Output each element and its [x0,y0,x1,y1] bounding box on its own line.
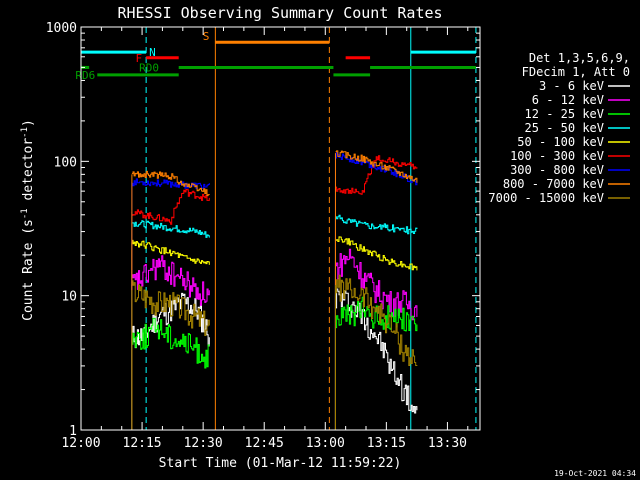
series-100-300keV [131,155,418,430]
legend-label: 6 - 12 keV [532,93,604,107]
y-axis-label: Count Rate (s-1 detector-1) [20,119,36,321]
x-tick-label: 12:45 [245,436,284,451]
legend-label: 25 - 50 keV [525,121,604,135]
timestamp: 19-Oct-2021 04:34 [554,469,636,478]
y-tick-label: 10 [61,290,77,305]
x-tick-label: 12:00 [61,436,100,451]
legend-header-1: Det 1,3,5,6,9, [529,51,630,65]
series-line-seg2 [335,236,418,271]
series-line-seg1 [131,220,210,238]
series-layer [131,150,418,430]
x-axis-label: Start Time (01-Mar-12 11:59:22) [159,456,402,471]
legend: Det 1,3,5,6,9, FDecim 1, Att 0 3 - 6 keV… [488,51,630,205]
series-line-seg2 [335,152,418,186]
x-tick-label: 12:15 [123,436,162,451]
y-axis-label-sup1: -1 [20,208,30,219]
series-line-seg2 [335,296,418,332]
legend-label: 800 - 7000 keV [503,177,604,191]
axes: 1 10 100 1000 12:00 12:15 12:30 12:45 13:00 13:15… [46,21,481,451]
flag-label-rd6: RD6 [75,69,95,82]
series-line-seg1 [131,170,210,197]
series-7000-15000keV [131,274,418,430]
series-line-seg1 [131,280,210,336]
legend-label: 100 - 300 keV [510,149,604,163]
y-axis-label-end: ) [21,119,36,127]
flag-label-s: S [203,30,210,43]
legend-label: 50 - 100 keV [517,135,604,149]
x-tick-label: 12:30 [184,436,223,451]
legend-label: 7000 - 15000 keV [488,191,604,205]
y-tick-label: 100 [54,155,77,170]
series-line-seg1 [131,189,210,225]
flag-bars: NF S RD0 RD6 [75,30,476,82]
flag-label-rd0: RD0 [139,61,159,74]
series-line-seg2 [335,288,418,414]
series-line-seg2 [335,214,418,235]
y-axis-label-sup2: -1 [20,127,30,138]
legend-label: 3 - 6 keV [539,79,604,93]
series-line-seg1 [131,178,210,190]
series-line-seg1 [131,317,210,369]
x-tick-label: 13:00 [306,436,345,451]
plot-frame [80,26,481,431]
series-12-25keV [131,296,418,430]
series-line-seg2 [335,274,418,366]
legend-label: 12 - 25 keV [525,107,604,121]
legend-header-2: FDecim 1, Att 0 [522,65,630,79]
flag-label-f: F [136,52,143,65]
series-line-seg2 [335,155,418,195]
x-tick-label: 13:15 [367,436,406,451]
y-tick-label: 1 [69,424,77,439]
y-axis-label-mid: detector [21,138,36,209]
y-tick-label: 1000 [46,21,77,36]
series-3-6keV [131,288,418,430]
y-axis-label-main: Count Rate (s [21,219,36,321]
flag-label-n: N [149,46,156,59]
chart-title: RHESSI Observing Summary Count Rates [117,4,442,22]
x-tick-label: 13:30 [428,436,467,451]
series-line-seg2 [335,150,418,183]
series-line-seg1 [131,255,210,306]
series-line-seg2 [335,248,418,321]
legend-label: 300 - 800 keV [510,163,604,177]
series-line-seg1 [131,239,210,265]
